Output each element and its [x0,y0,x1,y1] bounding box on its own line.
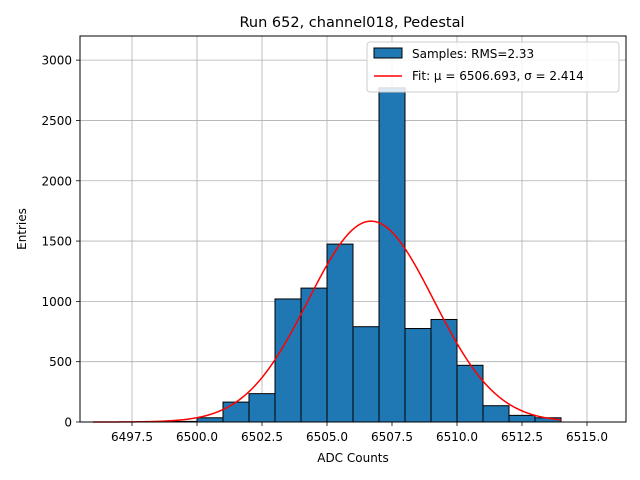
x-axis-ticks: 6497.5 6500.0 6502.5 6505.0 6507.5 6510.0 6512… [111,422,608,444]
x-tick-label-0: 6497.5 [111,430,153,444]
chart-title: Run 652, channel018, Pedestal [239,15,464,31]
y-axis-label: Entries [15,208,29,250]
x-tick-label-7: 6515.0 [566,430,608,444]
y-tick-label-4: 2000 [41,174,72,188]
x-axis-label: ADC Counts [317,451,389,465]
histogram-bar-1 [196,417,224,423]
legend-box [366,41,620,93]
histogram-bar-13 [508,414,536,423]
histogram-bar-12 [482,405,510,423]
x-tick-label-5: 6510.0 [436,430,478,444]
x-tick-label-1: 6500.0 [176,430,218,444]
legend: Samples: RMS=2.33 Fit: μ = 6506.693, σ =… [366,41,620,93]
histogram-bar-10 [430,318,458,423]
legend-label-fit: Fit: μ = 6506.693, σ = 2.414 [412,69,584,83]
fit-curve [93,220,562,423]
y-tick-label-3: 1500 [41,235,72,249]
y-tick-label-0: 0 [64,416,72,430]
legend-label-samples: Samples: RMS=2.33 [412,47,534,61]
histogram-bar-7 [352,326,380,423]
y-tick-label-1: 500 [49,355,72,369]
x-tick-label-2: 6502.5 [241,430,283,444]
histogram-bar-6 [326,243,354,423]
y-tick-label-6: 3000 [41,54,72,68]
legend-swatch-samples [373,47,403,59]
y-tick-label-5: 2500 [41,114,72,128]
histogram-bar-11 [456,364,484,423]
axes-frame [79,35,627,423]
x-tick-label-4: 6507.5 [371,430,413,444]
histogram-bar-2 [222,401,250,423]
y-axis-ticks: 0 500 1000 1500 2000 2500 3000 [41,54,80,430]
histogram-bar-8 [378,87,406,423]
x-tick-label-6: 6512.5 [501,430,543,444]
x-tick-label-3: 6505.0 [306,430,348,444]
histogram-bar-9 [404,328,432,423]
histogram-bar-4 [274,298,302,423]
y-tick-label-2: 1000 [41,295,72,309]
histogram-bars [170,87,562,423]
fit-curve-group [93,220,562,423]
histogram-bar-3 [248,393,276,423]
